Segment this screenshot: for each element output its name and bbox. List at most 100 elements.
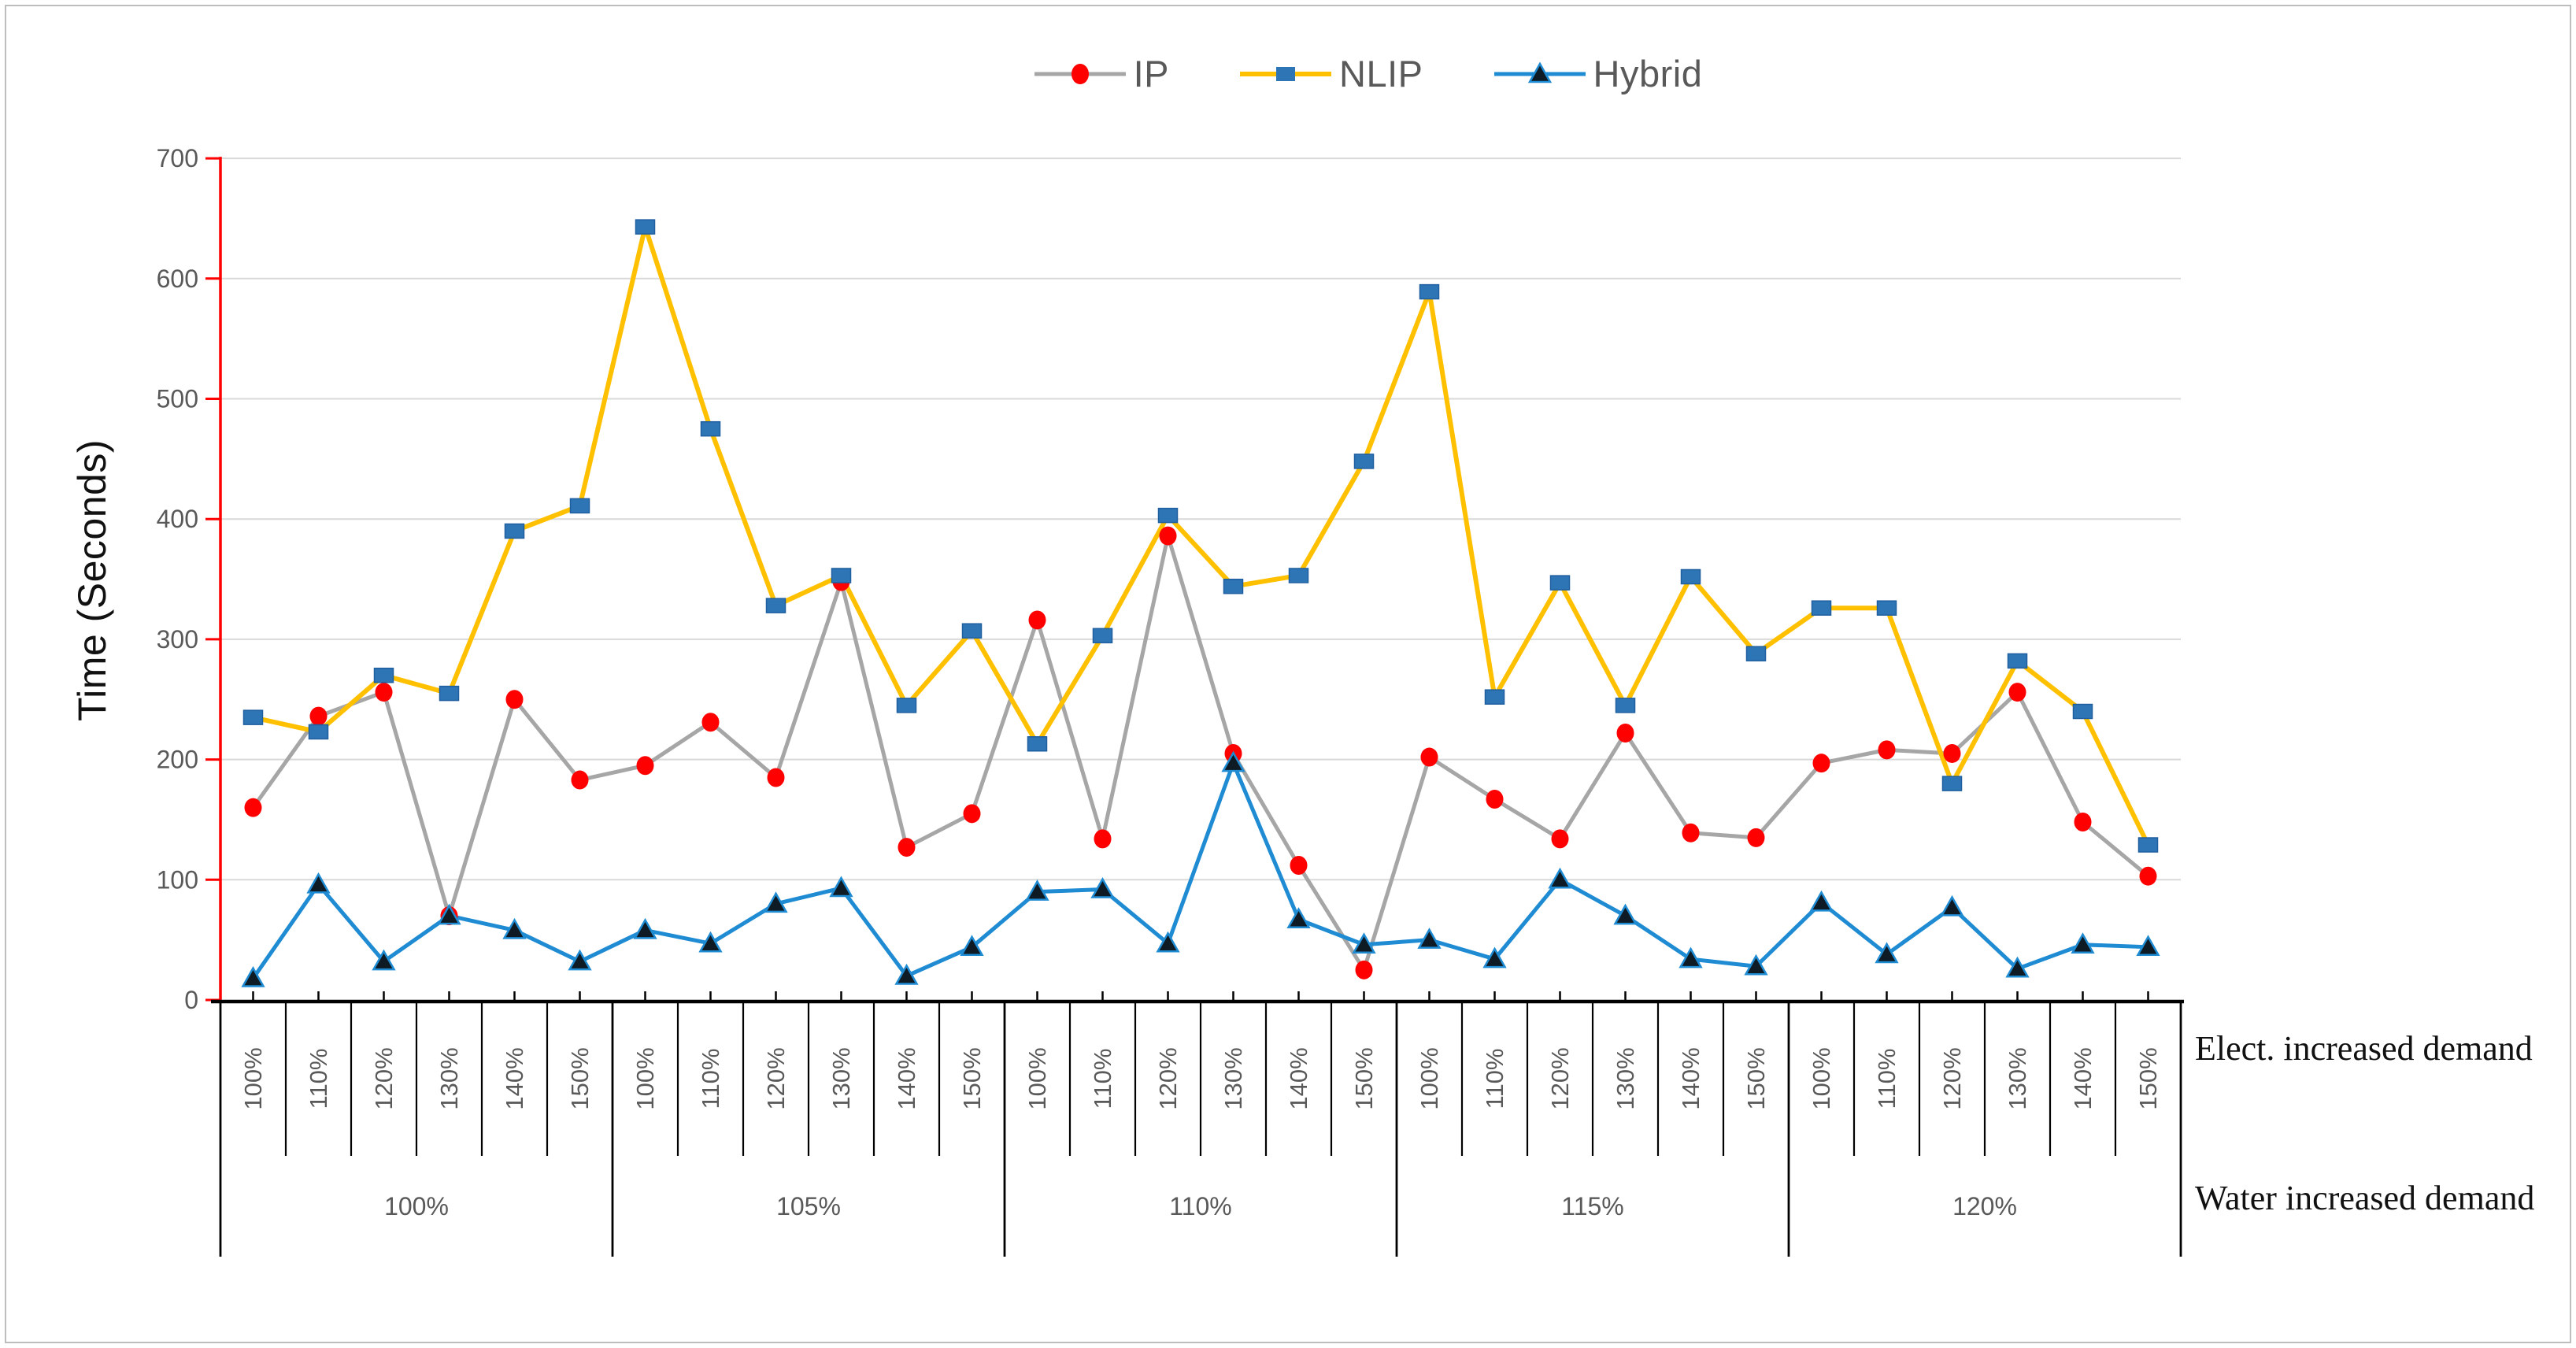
x-label-elect-11: 150% (958, 1047, 986, 1109)
y-tick-label-200: 200 (157, 746, 198, 774)
legend-marker-ip-icon (1034, 63, 1126, 84)
point-nlip-23 (1745, 646, 1767, 661)
y-tick-label-700: 700 (157, 144, 198, 172)
x-label-elect-17: 150% (1350, 1047, 1378, 1109)
point-ip-2 (375, 683, 393, 702)
point-nlip-18 (1419, 283, 1440, 300)
x-label-elect-2: 120% (370, 1047, 398, 1109)
legend-label-nlip: NLIP (1339, 53, 1423, 94)
x-label-elect-13: 110% (1089, 1049, 1116, 1109)
point-nlip-16 (1288, 568, 1309, 583)
series-line-hybrid (251, 761, 2150, 981)
figure-border (5, 5, 2571, 1343)
x-label-elect-18: 100% (1416, 1047, 1443, 1109)
point-ip-8 (767, 768, 785, 787)
x-label-water-4: 120% (1952, 1192, 2017, 1220)
x-label-elect-24: 100% (1808, 1047, 1835, 1109)
point-nlip-13 (1092, 628, 1113, 644)
legend: IP NLIP Hybrid (79, 52, 2576, 95)
x-label-elect-26: 120% (1938, 1047, 1966, 1109)
point-ip-10 (898, 838, 916, 857)
point-nlip-21 (1615, 698, 1636, 713)
legend-glyph-circle-icon (1071, 63, 1089, 84)
point-hybrid-27 (2005, 956, 2030, 978)
point-hybrid-17 (1352, 932, 1376, 954)
point-nlip-4 (504, 523, 525, 539)
x-axis-row1-label: Elect. increased demand (2195, 1029, 2533, 1068)
point-ip-16 (1290, 855, 1308, 875)
point-hybrid-16 (1286, 907, 1311, 928)
x-label-elect-28: 140% (2069, 1047, 2097, 1109)
point-ip-1 (309, 706, 328, 726)
point-nlip-6 (635, 219, 656, 235)
point-nlip-28 (2072, 703, 2093, 720)
point-hybrid-21 (1613, 903, 1638, 925)
point-ip-12 (1028, 610, 1046, 630)
x-label-elect-25: 110% (1873, 1049, 1901, 1109)
point-hybrid-23 (1744, 954, 1768, 976)
point-ip-6 (636, 756, 654, 776)
y-tick-label-300: 300 (157, 625, 198, 654)
x-label-elect-19: 110% (1481, 1049, 1508, 1109)
point-ip-26 (1943, 743, 1961, 763)
point-nlip-26 (1941, 776, 1963, 791)
point-hybrid-11 (960, 935, 984, 957)
point-ip-4 (505, 690, 524, 709)
point-nlip-27 (2007, 653, 2028, 669)
series-line-ip (251, 534, 2150, 972)
point-ip-24 (1812, 754, 1830, 773)
x-label-elect-29: 150% (2134, 1047, 2162, 1109)
x-label-elect-8: 120% (762, 1047, 790, 1109)
point-hybrid-15 (1221, 750, 1245, 772)
point-hybrid-25 (1875, 942, 1899, 964)
point-ip-19 (1486, 789, 1504, 809)
legend-item-hybrid: Hybrid (1491, 52, 1703, 95)
legend-label-ip: IP (1133, 53, 1170, 94)
x-label-elect-1: 110% (305, 1049, 332, 1109)
x-label-water-3: 115% (1561, 1192, 1623, 1220)
point-hybrid-12 (1025, 880, 1049, 901)
point-ip-23 (1747, 828, 1765, 847)
point-nlip-1 (308, 724, 329, 740)
y-tick-label-0: 0 (184, 986, 198, 1014)
point-nlip-5 (569, 498, 590, 514)
x-label-water-0: 100% (384, 1192, 449, 1220)
point-nlip-29 (2137, 837, 2159, 853)
legend-item-nlip: NLIP (1237, 52, 1423, 95)
point-hybrid-29 (2136, 935, 2160, 957)
point-nlip-12 (1027, 735, 1048, 752)
legend-glyph-square-icon (1276, 66, 1296, 81)
x-label-water-1: 105% (776, 1192, 841, 1220)
point-nlip-3 (439, 685, 460, 702)
x-label-elect-12: 100% (1023, 1047, 1051, 1109)
point-hybrid-0 (241, 965, 265, 987)
point-hybrid-1 (306, 872, 331, 894)
point-hybrid-26 (1940, 894, 1964, 917)
point-hybrid-28 (2071, 932, 2095, 954)
point-ip-28 (2074, 813, 2092, 832)
x-label-water-2: 110% (1169, 1192, 1231, 1220)
x-label-elect-3: 130% (435, 1047, 463, 1109)
point-hybrid-20 (1548, 867, 1572, 889)
point-nlip-9 (831, 568, 852, 583)
point-hybrid-18 (1417, 928, 1442, 949)
legend-marker-hybrid-icon (1493, 61, 1586, 83)
y-axis-title: Time (Seconds) (70, 439, 114, 722)
point-hybrid-8 (764, 891, 788, 913)
point-ip-7 (701, 713, 720, 732)
point-ip-11 (963, 804, 981, 824)
x-label-elect-23: 150% (1742, 1047, 1770, 1109)
point-hybrid-2 (372, 949, 396, 971)
x-label-elect-20: 120% (1546, 1047, 1574, 1109)
point-nlip-8 (765, 598, 786, 613)
point-ip-17 (1355, 960, 1373, 980)
x-label-elect-15: 130% (1220, 1047, 1247, 1109)
point-hybrid-9 (829, 876, 853, 898)
point-nlip-0 (242, 709, 264, 725)
point-ip-5 (571, 770, 589, 790)
x-label-elect-14: 120% (1154, 1047, 1182, 1109)
y-tick-label-100: 100 (157, 865, 198, 894)
x-label-elect-16: 140% (1285, 1047, 1312, 1109)
